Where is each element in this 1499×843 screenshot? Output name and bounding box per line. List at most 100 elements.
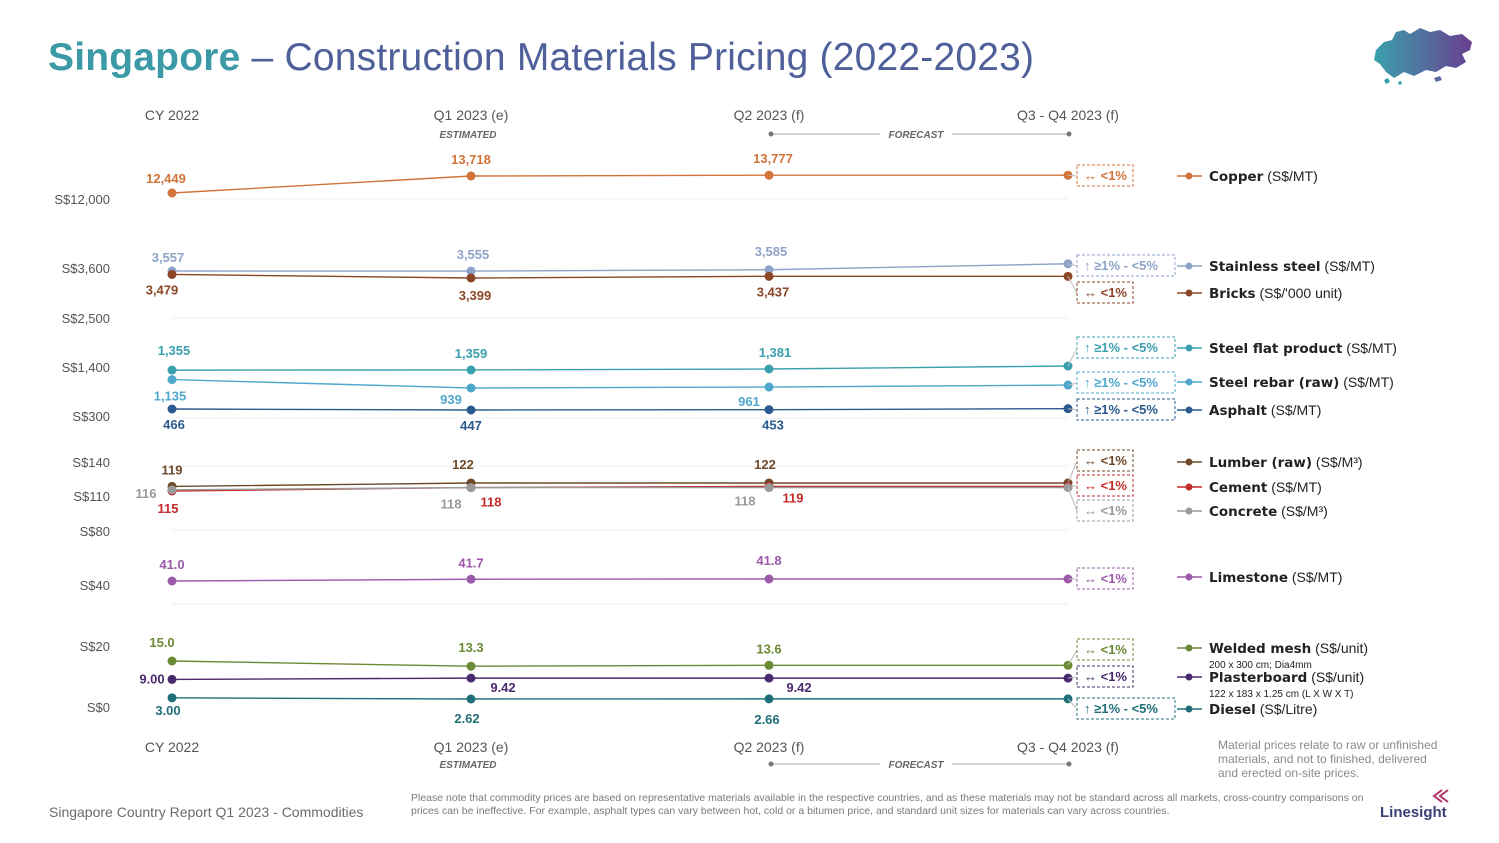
outlook-box <box>1076 336 1176 359</box>
data-label: 13,777 <box>753 151 793 166</box>
y-tick-label: S$110 <box>73 489 110 504</box>
forecast-bracket-dot <box>1066 131 1072 137</box>
footer-report-title: Singapore Country Report Q1 2023 - Commo… <box>49 804 364 820</box>
data-label: 122 <box>754 457 776 472</box>
data-label: 9.42 <box>786 680 811 695</box>
series-line <box>171 407 1069 411</box>
y-tick-label: S$300 <box>72 409 110 424</box>
data-point <box>167 656 177 666</box>
legend-label: Plasterboard (S$/unit) <box>1209 669 1364 686</box>
data-label: 116 <box>136 486 157 501</box>
data-point <box>466 273 476 283</box>
outlook-label: ↔ <1% <box>1084 503 1127 518</box>
x-tick-top: Q3 - Q4 2023 (f) <box>1017 107 1119 123</box>
outlook-box <box>1076 499 1134 522</box>
legend-unit: (S$/MT) <box>1321 258 1375 274</box>
series-line <box>171 263 1069 272</box>
x-tick-top: Q1 2023 (e) <box>434 107 509 123</box>
legend-name: Concrete <box>1209 504 1277 520</box>
x-tick-bottom: CY 2022 <box>145 739 199 755</box>
legend-label: Concrete (S$/M³) <box>1209 503 1328 520</box>
outlook-connector <box>1067 382 1078 386</box>
legend-swatch-dot <box>1185 172 1193 180</box>
data-label: 3,557 <box>152 250 185 265</box>
data-label: 9.00 <box>139 671 164 686</box>
outlook-box <box>1076 638 1134 661</box>
outlook-label: ↑ ≥1% - <5% <box>1084 340 1158 355</box>
data-point <box>167 674 177 684</box>
x-tick-top: Q2 2023 (f) <box>734 107 805 123</box>
legend-name: Cement <box>1209 480 1268 496</box>
outlook-connector <box>1067 408 1078 411</box>
data-point <box>167 365 177 375</box>
data-point <box>466 483 476 493</box>
outlook-connector <box>1067 487 1078 512</box>
legend-label: Limestone (S$/MT) <box>1209 569 1342 586</box>
y-tick-label: S$80 <box>80 524 110 539</box>
y-tick-label: S$3,600 <box>62 261 110 276</box>
data-label: 118 <box>735 494 756 509</box>
forecast-bracket-dot <box>1066 761 1072 767</box>
outlook-connector <box>1067 263 1078 267</box>
legend-unit: (S$/MT) <box>1267 479 1321 495</box>
data-label: 3,585 <box>755 244 788 259</box>
data-point <box>466 673 476 683</box>
outlook-label: ↔ <1% <box>1084 478 1127 493</box>
series-line <box>171 578 1068 582</box>
data-label: 118 <box>481 495 502 510</box>
outlook-box <box>1076 567 1134 590</box>
data-label: 41.8 <box>756 553 781 568</box>
legend-name: Copper <box>1209 169 1264 185</box>
data-point <box>167 485 177 495</box>
data-label: 1,135 <box>154 389 187 404</box>
singapore-map-icon <box>1374 28 1472 85</box>
y-tick-label: S$40 <box>80 578 110 593</box>
outlook-label: ↑ ≥1% - <5% <box>1084 258 1158 273</box>
legend-label: Asphalt (S$/MT) <box>1209 402 1321 419</box>
data-point <box>466 405 476 415</box>
outlook-label: ↔ <1% <box>1084 669 1127 684</box>
legend-name: Bricks <box>1209 286 1256 302</box>
estimated-label: ESTIMATED <box>439 130 496 141</box>
x-tick-top: CY 2022 <box>145 107 199 123</box>
forecast-label: FORECAST <box>889 130 945 141</box>
data-label: 453 <box>762 418 784 433</box>
data-label: 3,399 <box>459 288 492 303</box>
data-point <box>764 271 774 281</box>
legend-swatch-dot <box>1185 705 1193 713</box>
data-point <box>466 694 476 704</box>
data-point <box>764 405 774 415</box>
data-label: 939 <box>440 392 462 407</box>
series-line <box>171 660 1068 667</box>
data-point <box>466 661 476 671</box>
data-point <box>167 188 177 198</box>
data-label: 1,355 <box>158 343 191 358</box>
legend-name: Stainless steel <box>1209 259 1321 275</box>
outlook-connector <box>1067 460 1078 484</box>
legend-swatch-dot <box>1185 378 1193 386</box>
data-point <box>466 383 476 393</box>
data-label: 447 <box>460 418 482 433</box>
legend-unit: (S$/unit) <box>1307 669 1364 685</box>
legend-name: Welded mesh <box>1209 641 1311 657</box>
title-rest: Construction Materials Pricing (2022-202… <box>284 36 1035 79</box>
data-point <box>167 404 177 414</box>
outlook-box <box>1076 449 1134 472</box>
y-tick-label: S$12,000 <box>54 192 110 207</box>
series-line <box>171 677 1068 681</box>
outlook-box <box>1076 474 1134 497</box>
forecast-bracket-dot <box>768 761 774 767</box>
legend-unit: (S$/MT) <box>1288 569 1342 585</box>
data-point <box>764 660 774 670</box>
legend-label: Steel flat product (S$/MT) <box>1209 340 1397 357</box>
series-line <box>171 486 1068 491</box>
data-label: 12,449 <box>146 171 186 186</box>
legend-swatch-dot <box>1185 507 1193 515</box>
legend-name: Lumber (raw) <box>1209 455 1312 471</box>
legend-name: Limestone <box>1209 570 1288 586</box>
legend-swatch-dot <box>1185 406 1193 414</box>
data-label: 3,437 <box>757 284 790 299</box>
x-tick-bottom: Q1 2023 (e) <box>434 739 509 755</box>
logo-wordmark: Linesight <box>1380 804 1447 821</box>
